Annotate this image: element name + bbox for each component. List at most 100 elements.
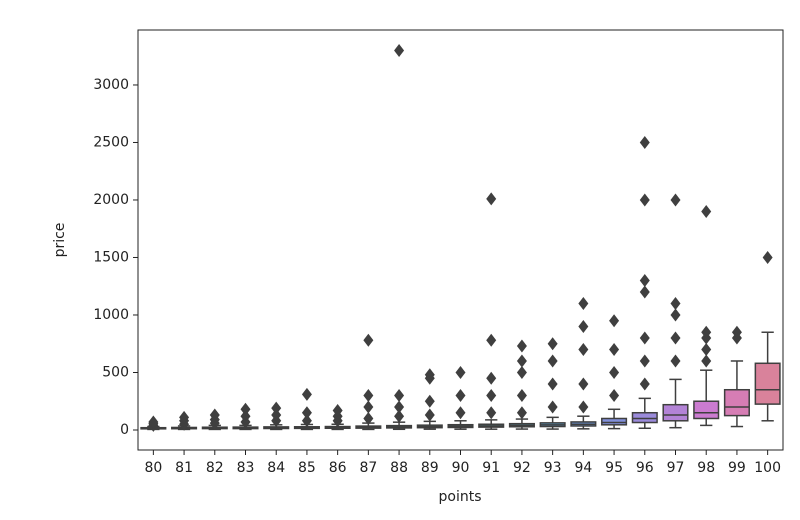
outlier bbox=[271, 408, 282, 422]
y-tick-label: 2000 bbox=[93, 192, 129, 208]
outlier bbox=[670, 193, 681, 207]
x-tick-label: 85 bbox=[298, 460, 316, 476]
outlier bbox=[701, 342, 712, 356]
outlier bbox=[701, 354, 712, 368]
outlier bbox=[701, 325, 712, 339]
outlier bbox=[547, 337, 558, 351]
outlier bbox=[731, 325, 742, 339]
outlier bbox=[240, 402, 251, 416]
x-tick-label: 93 bbox=[544, 460, 562, 476]
outlier bbox=[516, 388, 527, 402]
outlier bbox=[670, 296, 681, 310]
x-tick-label: 80 bbox=[144, 460, 162, 476]
outlier bbox=[516, 365, 527, 379]
x-tick-label: 82 bbox=[206, 460, 224, 476]
outlier bbox=[240, 409, 251, 423]
outlier bbox=[639, 273, 650, 287]
outlier bbox=[455, 365, 466, 379]
outlier bbox=[639, 377, 650, 391]
outlier bbox=[670, 308, 681, 322]
outlier bbox=[609, 388, 620, 402]
outlier bbox=[332, 403, 343, 417]
x-tick-label: 97 bbox=[667, 460, 685, 476]
y-tick-label: 3000 bbox=[93, 77, 129, 93]
x-axis-label: points bbox=[439, 489, 482, 505]
outlier bbox=[609, 314, 620, 328]
outlier bbox=[179, 410, 190, 424]
outlier bbox=[578, 400, 589, 414]
x-tick-label: 100 bbox=[754, 460, 781, 476]
x-tick-label: 96 bbox=[636, 460, 654, 476]
outlier bbox=[516, 406, 527, 420]
outlier bbox=[424, 408, 435, 422]
outlier bbox=[363, 388, 374, 402]
outlier bbox=[516, 339, 527, 353]
x-tick-label: 98 bbox=[697, 460, 715, 476]
x-tick-label: 84 bbox=[267, 460, 285, 476]
x-tick-label: 95 bbox=[605, 460, 623, 476]
outlier bbox=[394, 409, 405, 423]
outlier bbox=[578, 342, 589, 356]
x-tick-label: 94 bbox=[574, 460, 592, 476]
outlier bbox=[639, 193, 650, 207]
x-tick-label: 92 bbox=[513, 460, 531, 476]
outlier bbox=[547, 354, 558, 368]
outlier bbox=[762, 250, 773, 264]
x-tick-label: 99 bbox=[728, 460, 746, 476]
y-axis-label: price bbox=[52, 223, 68, 258]
outlier bbox=[363, 400, 374, 414]
outlier bbox=[486, 333, 497, 347]
outlier bbox=[363, 411, 374, 425]
outlier bbox=[547, 377, 558, 391]
outlier bbox=[209, 408, 220, 422]
outlier bbox=[394, 43, 405, 57]
outlier bbox=[486, 388, 497, 402]
outlier bbox=[578, 377, 589, 391]
outlier bbox=[547, 400, 558, 414]
x-tick-label: 90 bbox=[452, 460, 470, 476]
y-tick-label: 500 bbox=[102, 364, 129, 380]
outlier bbox=[301, 406, 312, 420]
x-tick-label: 83 bbox=[237, 460, 255, 476]
outlier bbox=[639, 354, 650, 368]
x-tick-label: 81 bbox=[175, 460, 193, 476]
box bbox=[601, 417, 628, 426]
outlier bbox=[639, 331, 650, 345]
outlier bbox=[394, 400, 405, 414]
box bbox=[693, 400, 720, 420]
outlier bbox=[486, 192, 497, 206]
box bbox=[723, 388, 750, 417]
outlier bbox=[301, 387, 312, 401]
outlier bbox=[639, 285, 650, 299]
y-tick-label: 1000 bbox=[93, 307, 129, 323]
outlier bbox=[455, 406, 466, 420]
outlier bbox=[670, 354, 681, 368]
outlier bbox=[486, 406, 497, 420]
outlier bbox=[424, 394, 435, 408]
x-tick-label: 89 bbox=[421, 460, 439, 476]
outlier bbox=[301, 414, 312, 428]
y-tick-label: 2500 bbox=[93, 134, 129, 150]
outlier bbox=[578, 296, 589, 310]
plot-frame bbox=[137, 29, 784, 451]
outlier bbox=[455, 388, 466, 402]
outlier bbox=[578, 319, 589, 333]
y-tick-label: 1500 bbox=[93, 249, 129, 265]
x-tick-label: 91 bbox=[482, 460, 500, 476]
outlier bbox=[701, 204, 712, 218]
outlier bbox=[639, 135, 650, 149]
outlier bbox=[363, 333, 374, 347]
outlier bbox=[271, 401, 282, 415]
outlier bbox=[486, 371, 497, 385]
outlier bbox=[670, 331, 681, 345]
x-tick-label: 88 bbox=[390, 460, 408, 476]
box bbox=[631, 411, 658, 424]
outlier bbox=[609, 342, 620, 356]
outlier bbox=[424, 368, 435, 382]
y-tick-label: 0 bbox=[120, 422, 129, 438]
box bbox=[662, 403, 689, 422]
box bbox=[754, 362, 781, 405]
outlier bbox=[516, 354, 527, 368]
x-tick-label: 87 bbox=[359, 460, 377, 476]
